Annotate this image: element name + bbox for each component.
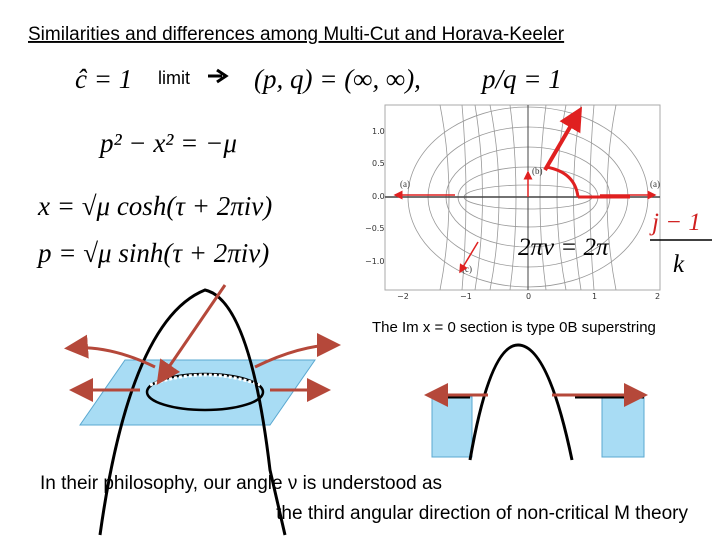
- angle-arc: [545, 165, 580, 198]
- equation: p² − x² = −μ: [98, 128, 237, 158]
- y-tick-label: −0.5: [365, 224, 384, 233]
- plot-label: (b): [532, 166, 543, 176]
- plane: [79, 359, 316, 426]
- equation: x = √μ cosh(τ + 2πiν): [37, 191, 272, 221]
- left-illustration: [64, 284, 341, 536]
- red-arrows: [64, 284, 341, 402]
- caption: The Im x = 0 section is type 0B superstr…: [372, 319, 656, 336]
- y-tick-label: −1.0: [365, 257, 384, 266]
- x-tick-label: −1: [460, 292, 472, 301]
- equation: 2πν = 2π: [518, 234, 610, 261]
- x-tick-label: −2: [397, 292, 409, 301]
- equation: k: [673, 251, 685, 278]
- plot-label: (a): [400, 179, 410, 189]
- right-illustration: [424, 343, 648, 461]
- equation: j − 1: [649, 209, 701, 236]
- x-tick-label: 1: [592, 292, 597, 301]
- figure: 1.0 0.5 0.0 −0.5 −1.0 −2 −1 0 1 2 (a) (a…: [365, 104, 661, 301]
- x-tick-label: 0: [526, 292, 531, 301]
- arrow-icon: [208, 68, 229, 84]
- well: [601, 396, 645, 458]
- equation: ĉ = 1: [75, 64, 132, 94]
- arch: [98, 288, 287, 536]
- body-text: In their philosophy, our angle ν is unde…: [40, 473, 442, 494]
- title: Similarities and differences among Multi…: [28, 24, 565, 45]
- x-tick-label: 2: [655, 292, 660, 301]
- body-text: the third angular direction of non-criti…: [276, 503, 688, 524]
- y-tick-label: 0.0: [372, 192, 385, 201]
- y-tick-label: 0.5: [372, 159, 385, 168]
- plot-arrows: [393, 170, 657, 274]
- plot-label: (a): [650, 179, 660, 189]
- equation: p/q = 1: [480, 64, 562, 94]
- well: [431, 396, 473, 458]
- equation: (p, q) = (∞, ∞),: [254, 64, 421, 94]
- label: limit: [158, 68, 190, 88]
- y-tick-label: 1.0: [372, 127, 385, 136]
- equation: p = √μ sinh(τ + 2πiν): [36, 238, 269, 268]
- red-arrow: [543, 106, 583, 172]
